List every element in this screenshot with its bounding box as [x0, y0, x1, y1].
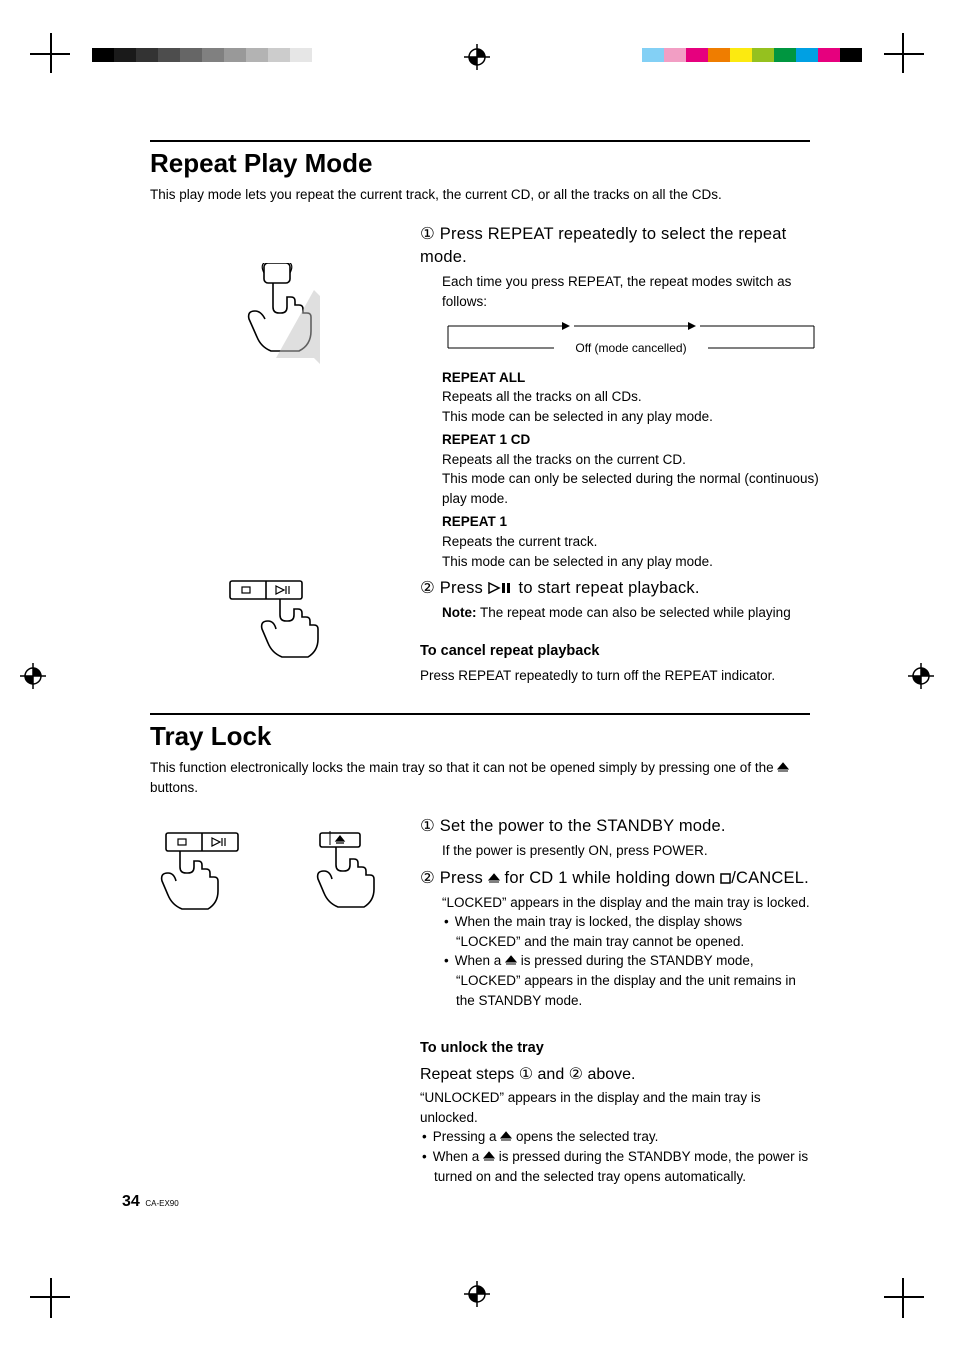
step-1-text: Press REPEAT repeatedly to select the re… [420, 225, 786, 267]
step-2-post: to start repeat playback. [514, 579, 700, 597]
cancel-head: To cancel repeat playback [420, 641, 810, 662]
repeat-1cd-line2: This mode can only be selected during th… [420, 469, 822, 508]
list-item: When the main tray is locked, the displa… [456, 912, 810, 951]
unlock-sub: “UNLOCKED” appears in the display and th… [420, 1088, 810, 1127]
step-1-text: Set the power to the STANDBY mode. [440, 817, 726, 835]
step-2-sub: “LOCKED” appears in the display and the … [420, 893, 810, 913]
section-intro: This play mode lets you repeat the curre… [150, 185, 810, 205]
registration-mark-icon [464, 1281, 490, 1307]
repeat-1-line2: This mode can be selected in any play mo… [420, 552, 822, 572]
step-2-note: Note: The repeat mode can also be select… [420, 603, 810, 623]
stop-cancel-illustration [160, 829, 270, 929]
eject-icon [483, 1151, 495, 1162]
eject-icon [488, 873, 500, 884]
play-pause-icon [488, 582, 514, 594]
crop-mark [902, 1278, 904, 1318]
model-code: CA-EX90 [145, 1199, 178, 1208]
crop-mark [884, 53, 924, 55]
crop-mark [884, 1296, 924, 1298]
crop-mark [30, 1296, 70, 1298]
repeat-all-line2: This mode can be selected in any play mo… [420, 407, 822, 427]
repeat-1-line1: Repeats the current track. [420, 532, 822, 552]
crop-mark [30, 53, 70, 55]
color-swatches [642, 48, 862, 62]
eject-icon [500, 1131, 512, 1142]
step-1-sub: If the power is presently ON, press POWE… [420, 841, 810, 861]
eject-button-illustration [290, 829, 400, 929]
list-item: When a is pressed during the STANDBY mod… [434, 1147, 810, 1186]
registration-mark-icon [20, 663, 46, 689]
eject-icon [777, 762, 789, 773]
repeat-mode-flow: Off (mode cancelled) [442, 318, 822, 362]
play-button-illustration [210, 577, 380, 673]
step-1-sub: Each time you press REPEAT, the repeat m… [420, 272, 822, 311]
lock-notes: When the main tray is locked, the displa… [420, 912, 810, 1010]
section-rule [150, 713, 810, 715]
unlock-notes: Pressing a opens the selected tray. When… [420, 1127, 810, 1186]
step-2: ② Press to start repeat playback. [420, 577, 810, 601]
step-1: ① Set the power to the STANDBY mode. [420, 815, 810, 839]
eject-icon [505, 955, 517, 966]
list-item: Pressing a opens the selected tray. [434, 1127, 810, 1147]
grayscale-swatches [92, 48, 312, 62]
list-item: When a is pressed during the STANDBY mod… [456, 951, 810, 1010]
step-1: ① Press REPEAT repeatedly to select the … [420, 223, 822, 271]
section-intro: This function electronically locks the m… [150, 758, 810, 797]
press-button-illustration [220, 263, 390, 373]
section-title: Tray Lock [150, 721, 810, 752]
repeat-1cd-head: REPEAT 1 CD [420, 430, 822, 450]
step-2-pre: Press [440, 579, 488, 597]
unlock-step: Repeat steps ① and ② above. [420, 1063, 810, 1086]
unlock-head: To unlock the tray [420, 1038, 810, 1059]
registration-mark-icon [908, 663, 934, 689]
repeat-1cd-line1: Repeats all the tracks on the current CD… [420, 450, 822, 470]
cancel-body: Press REPEAT repeatedly to turn off the … [420, 666, 810, 686]
repeat-1-head: REPEAT 1 [420, 512, 822, 532]
section-rule [150, 140, 810, 142]
crop-mark [50, 1278, 52, 1318]
repeat-all-line1: Repeats all the tracks on all CDs. [420, 387, 822, 407]
page-number: 34 [122, 1193, 140, 1210]
section-title: Repeat Play Mode [150, 148, 810, 179]
page-footer: 34 CA-EX90 [122, 1193, 179, 1211]
registration-mark-icon [464, 44, 490, 70]
repeat-all-head: REPEAT ALL [420, 368, 822, 388]
flow-off-label: Off (mode cancelled) [575, 341, 686, 355]
stop-icon [720, 873, 731, 884]
step-2: ② Press for CD 1 while holding down /CAN… [420, 867, 810, 891]
